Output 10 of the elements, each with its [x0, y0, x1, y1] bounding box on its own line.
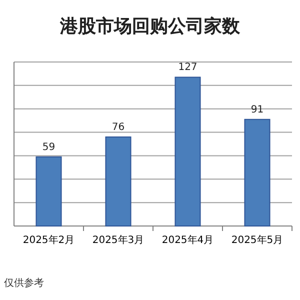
x-tick-label: 2025年5月 — [231, 234, 284, 246]
x-tick-label: 2025年2月 — [22, 234, 75, 246]
data-label: 127 — [178, 62, 198, 74]
data-label: 91 — [250, 104, 264, 116]
x-tick-label: 2025年3月 — [92, 234, 144, 246]
data-label: 59 — [42, 142, 56, 153]
text: 仅供参考 — [4, 277, 44, 289]
title: 港股市场回购公司家数 — [60, 16, 240, 37]
x-tick-label: 2025年4月 — [162, 234, 214, 246]
data-label: 76 — [112, 122, 125, 133]
